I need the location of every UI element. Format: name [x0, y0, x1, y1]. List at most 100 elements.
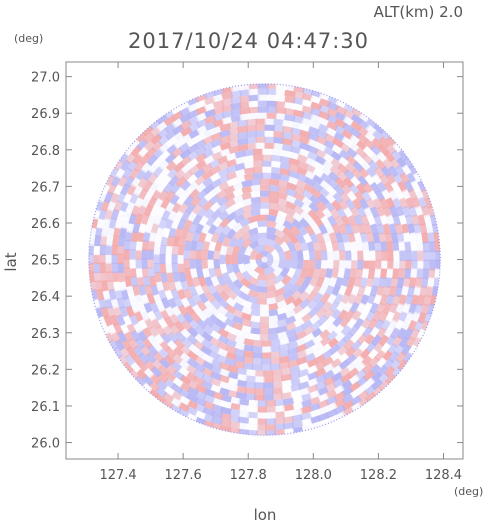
echo-cell: [105, 174, 115, 187]
echo-cell: [226, 377, 239, 386]
echo-cell: [278, 343, 290, 352]
echo-cell: [130, 301, 140, 314]
echo-cell: [191, 303, 203, 316]
echo-cell: [160, 271, 168, 283]
echo-cell: [300, 305, 312, 317]
echo-cell: [203, 154, 216, 165]
echo-cell: [336, 207, 347, 219]
echo-cell: [195, 105, 208, 116]
echo-cell: [195, 318, 207, 330]
echo-cell: [262, 148, 273, 155]
echo-cell: [373, 214, 383, 227]
echo-cell: [216, 275, 227, 287]
echo-cell: [270, 248, 280, 260]
echo-cell: [292, 311, 305, 322]
echo-cell: [344, 285, 354, 297]
echo-cell: [332, 137, 345, 149]
echo-cell: [407, 303, 417, 315]
echo-cell: [255, 259, 263, 268]
echo-cell: [204, 102, 217, 112]
echo-cell: [257, 100, 269, 107]
echo-cell: [208, 343, 221, 354]
echo-cell: [419, 223, 428, 235]
echo-cell: [228, 414, 241, 423]
echo-cell: [125, 284, 135, 297]
echo-cell: [117, 208, 126, 221]
echo-cell: [263, 394, 274, 401]
echo-cell: [300, 203, 313, 214]
echo-cell: [204, 275, 214, 287]
echo-cell: [235, 373, 248, 382]
echo-cell: [291, 218, 303, 230]
echo-cell: [271, 148, 282, 156]
echo-cell: [167, 331, 179, 344]
echo-cell: [216, 305, 229, 316]
echo-cell: [282, 428, 295, 435]
echo-cell: [310, 107, 323, 117]
echo-cell: [159, 262, 167, 274]
echo-cell: [375, 285, 385, 298]
echo-cell: [248, 112, 260, 120]
echo-cell: [351, 310, 362, 322]
echo-cell: [140, 293, 150, 305]
echo-cell: [270, 345, 281, 353]
echo-cell: [435, 259, 441, 271]
echo-cell: [403, 232, 411, 244]
echo-cell: [117, 253, 124, 265]
echo-cell: [317, 405, 330, 416]
echo-cell: [253, 265, 265, 275]
echo-cell: [310, 90, 323, 99]
echo-cell: [284, 259, 292, 270]
echo-cell: [315, 200, 328, 212]
echo-cell: [238, 398, 250, 406]
x-tick-label: 127.6: [165, 468, 202, 483]
echo-cell: [196, 267, 204, 279]
echo-cell: [380, 268, 388, 280]
echo-cell: [99, 253, 106, 265]
echo-cell: [247, 289, 259, 298]
echo-cell: [171, 244, 179, 256]
echo-cell: [322, 232, 332, 244]
echo-cell: [318, 329, 331, 340]
echo-cell: [255, 124, 266, 131]
echo-cell: [297, 368, 310, 378]
echo-cell: [265, 430, 276, 436]
echo-cell: [401, 302, 411, 315]
echo-cell: [318, 321, 330, 333]
echo-cell: [270, 357, 281, 365]
echo-cell: [295, 232, 306, 244]
echo-cell: [425, 223, 434, 235]
echo-cell: [278, 361, 290, 370]
echo-cell: [100, 280, 109, 292]
echo-cell: [226, 289, 238, 301]
echo-cell: [406, 285, 416, 298]
echo-cell: [151, 140, 164, 153]
echo-cell: [411, 259, 418, 271]
echo-cell: [266, 112, 278, 120]
echo-cell: [248, 94, 260, 102]
echo-cell: [224, 198, 237, 209]
echo-cell: [176, 288, 187, 300]
echo-cell: [233, 360, 245, 369]
echo-cell: [381, 250, 388, 261]
echo-cell: [324, 284, 335, 297]
echo-cell: [183, 249, 191, 260]
echo-cell: [413, 285, 422, 298]
echo-cell: [228, 420, 241, 429]
echo-cell: [233, 354, 245, 363]
echo-cell: [209, 306, 221, 318]
echo-cell: [186, 357, 199, 369]
echo-cell: [344, 309, 356, 322]
echo-cell: [382, 223, 391, 235]
echo-cell: [314, 259, 322, 270]
echo-cell: [296, 249, 304, 260]
echo-cell: [398, 294, 407, 306]
x-tick-label: 127.4: [99, 468, 136, 483]
echo-cell: [274, 405, 286, 413]
echo-cell: [326, 330, 338, 342]
echo-cell: [256, 279, 267, 287]
echo-cell: [321, 356, 334, 367]
echo-cell: [343, 206, 354, 219]
echo-cell: [277, 192, 289, 201]
echo-cell: [212, 291, 223, 303]
